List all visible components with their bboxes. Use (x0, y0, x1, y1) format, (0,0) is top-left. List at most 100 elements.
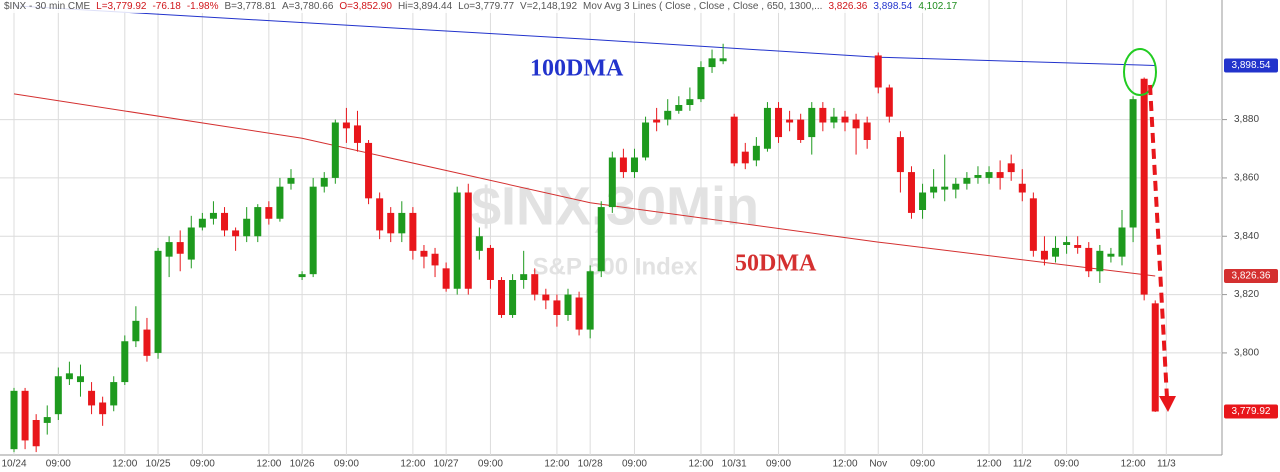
x-tick-label: 10/24 (1, 459, 26, 470)
candle-body (453, 192, 461, 289)
candle-body (952, 183, 960, 190)
candle-body (1074, 245, 1082, 248)
x-tick-label: 10/27 (434, 459, 459, 470)
header-item: Lo=3,779.77 (458, 1, 515, 12)
candle-body (54, 376, 62, 415)
moving-average-line (13, 93, 1156, 277)
candle-body (608, 157, 616, 208)
candle-body (1018, 183, 1026, 193)
x-tick-label: 09:00 (1054, 459, 1079, 470)
candle-body (475, 236, 483, 251)
candle-body (1040, 250, 1048, 260)
candle-body (1085, 247, 1093, 272)
grid (0, 0, 1222, 455)
candle-body (642, 122, 650, 158)
header-item: 4,102.17 (918, 1, 958, 12)
candle-body (387, 212, 395, 234)
x-tick-label: 12:00 (400, 459, 425, 470)
candle-body (254, 207, 262, 237)
candle-body (331, 122, 339, 178)
x-tick-label: 09:00 (766, 459, 791, 470)
candle-body (121, 341, 129, 383)
x-tick-label: 09:00 (334, 459, 359, 470)
candle-body (896, 137, 904, 173)
candle-body (99, 402, 107, 415)
x-tick-label: 10/25 (146, 459, 171, 470)
header-item: -76.18 (152, 1, 181, 12)
moving-average-label: 50DMA (735, 251, 817, 277)
candle-body (697, 67, 705, 100)
candle-body (653, 119, 661, 123)
candle-body (664, 110, 672, 120)
moving-average-line (13, 5, 1156, 66)
price-badge-label: 3,898.54 (1232, 60, 1271, 71)
candle-body (619, 157, 627, 173)
candle-body (110, 382, 118, 406)
header: $INX - 30 min CME L=3,779.92 -76.18 -1.98% B… (2, 0, 966, 13)
candle-body (963, 177, 971, 184)
candle-body (353, 125, 361, 143)
candle-body (32, 420, 40, 447)
header-item: O=3,852.90 (339, 1, 392, 12)
candle-body (763, 107, 771, 149)
x-tick-label: 11/2 (1013, 459, 1032, 470)
candle-body (985, 172, 993, 178)
candle-body (597, 207, 605, 272)
candle-body (797, 119, 805, 140)
candle-body (1140, 78, 1148, 295)
candle-body (564, 294, 572, 315)
candle-body (830, 116, 838, 123)
candle-body (719, 58, 727, 62)
candle-body (1118, 227, 1126, 257)
candle-body (21, 390, 29, 441)
candle-body (420, 250, 428, 257)
trend-arrow (1148, 84, 1169, 399)
candle-body (542, 294, 550, 301)
candle-body (553, 300, 561, 315)
x-tick-label: 10/26 (290, 459, 315, 470)
candle-body (320, 177, 328, 187)
candle-body (520, 274, 528, 280)
watermark-subtitle: S&P 500 Index (533, 253, 699, 280)
x-tick-label: 12:00 (1121, 459, 1146, 470)
x-tick-label: 09:00 (46, 459, 71, 470)
candle-body (298, 274, 306, 278)
header-item: 3,826.36 (828, 1, 868, 12)
highlight-circle (1123, 48, 1157, 96)
x-tick-label: 09:00 (478, 459, 503, 470)
candle-body (398, 212, 406, 234)
candle-body (1007, 163, 1015, 173)
price-badge (1224, 269, 1278, 284)
candle-body (10, 390, 18, 450)
header-item: L=3,779.92 (96, 1, 147, 12)
candle-body (874, 55, 882, 88)
candle-body (752, 145, 760, 161)
candle-body (132, 320, 140, 342)
candle-body (376, 198, 384, 231)
x-tick-label: Nov (869, 459, 887, 470)
header-item: B=3,778.81 (224, 1, 276, 12)
x-tick-label: 12:00 (112, 459, 137, 470)
candle-body (154, 250, 162, 353)
price-badge-label: 3,826.36 (1232, 271, 1271, 282)
candle-body (531, 274, 539, 295)
candle-body (287, 177, 295, 184)
header-item: V=2,148,192 (520, 1, 578, 12)
x-tick-label: 12:00 (977, 459, 1002, 470)
candle-body (43, 417, 51, 423)
candle-body (907, 172, 915, 213)
candle-body (786, 119, 794, 123)
moving-average-label: 100DMA (530, 56, 624, 82)
y-tick-label: 3,800 (1234, 348, 1259, 359)
candle-body (819, 107, 827, 123)
candle-body (575, 297, 583, 330)
candle-body (1129, 99, 1137, 228)
trend-arrowhead (1159, 396, 1176, 412)
candle-body (265, 207, 273, 219)
x-tick-label: 12:00 (256, 459, 281, 470)
price-badge (1224, 404, 1278, 419)
candle-body (1107, 253, 1115, 257)
header-item: Hi=3,894.44 (397, 1, 453, 12)
candle-body (198, 218, 206, 228)
